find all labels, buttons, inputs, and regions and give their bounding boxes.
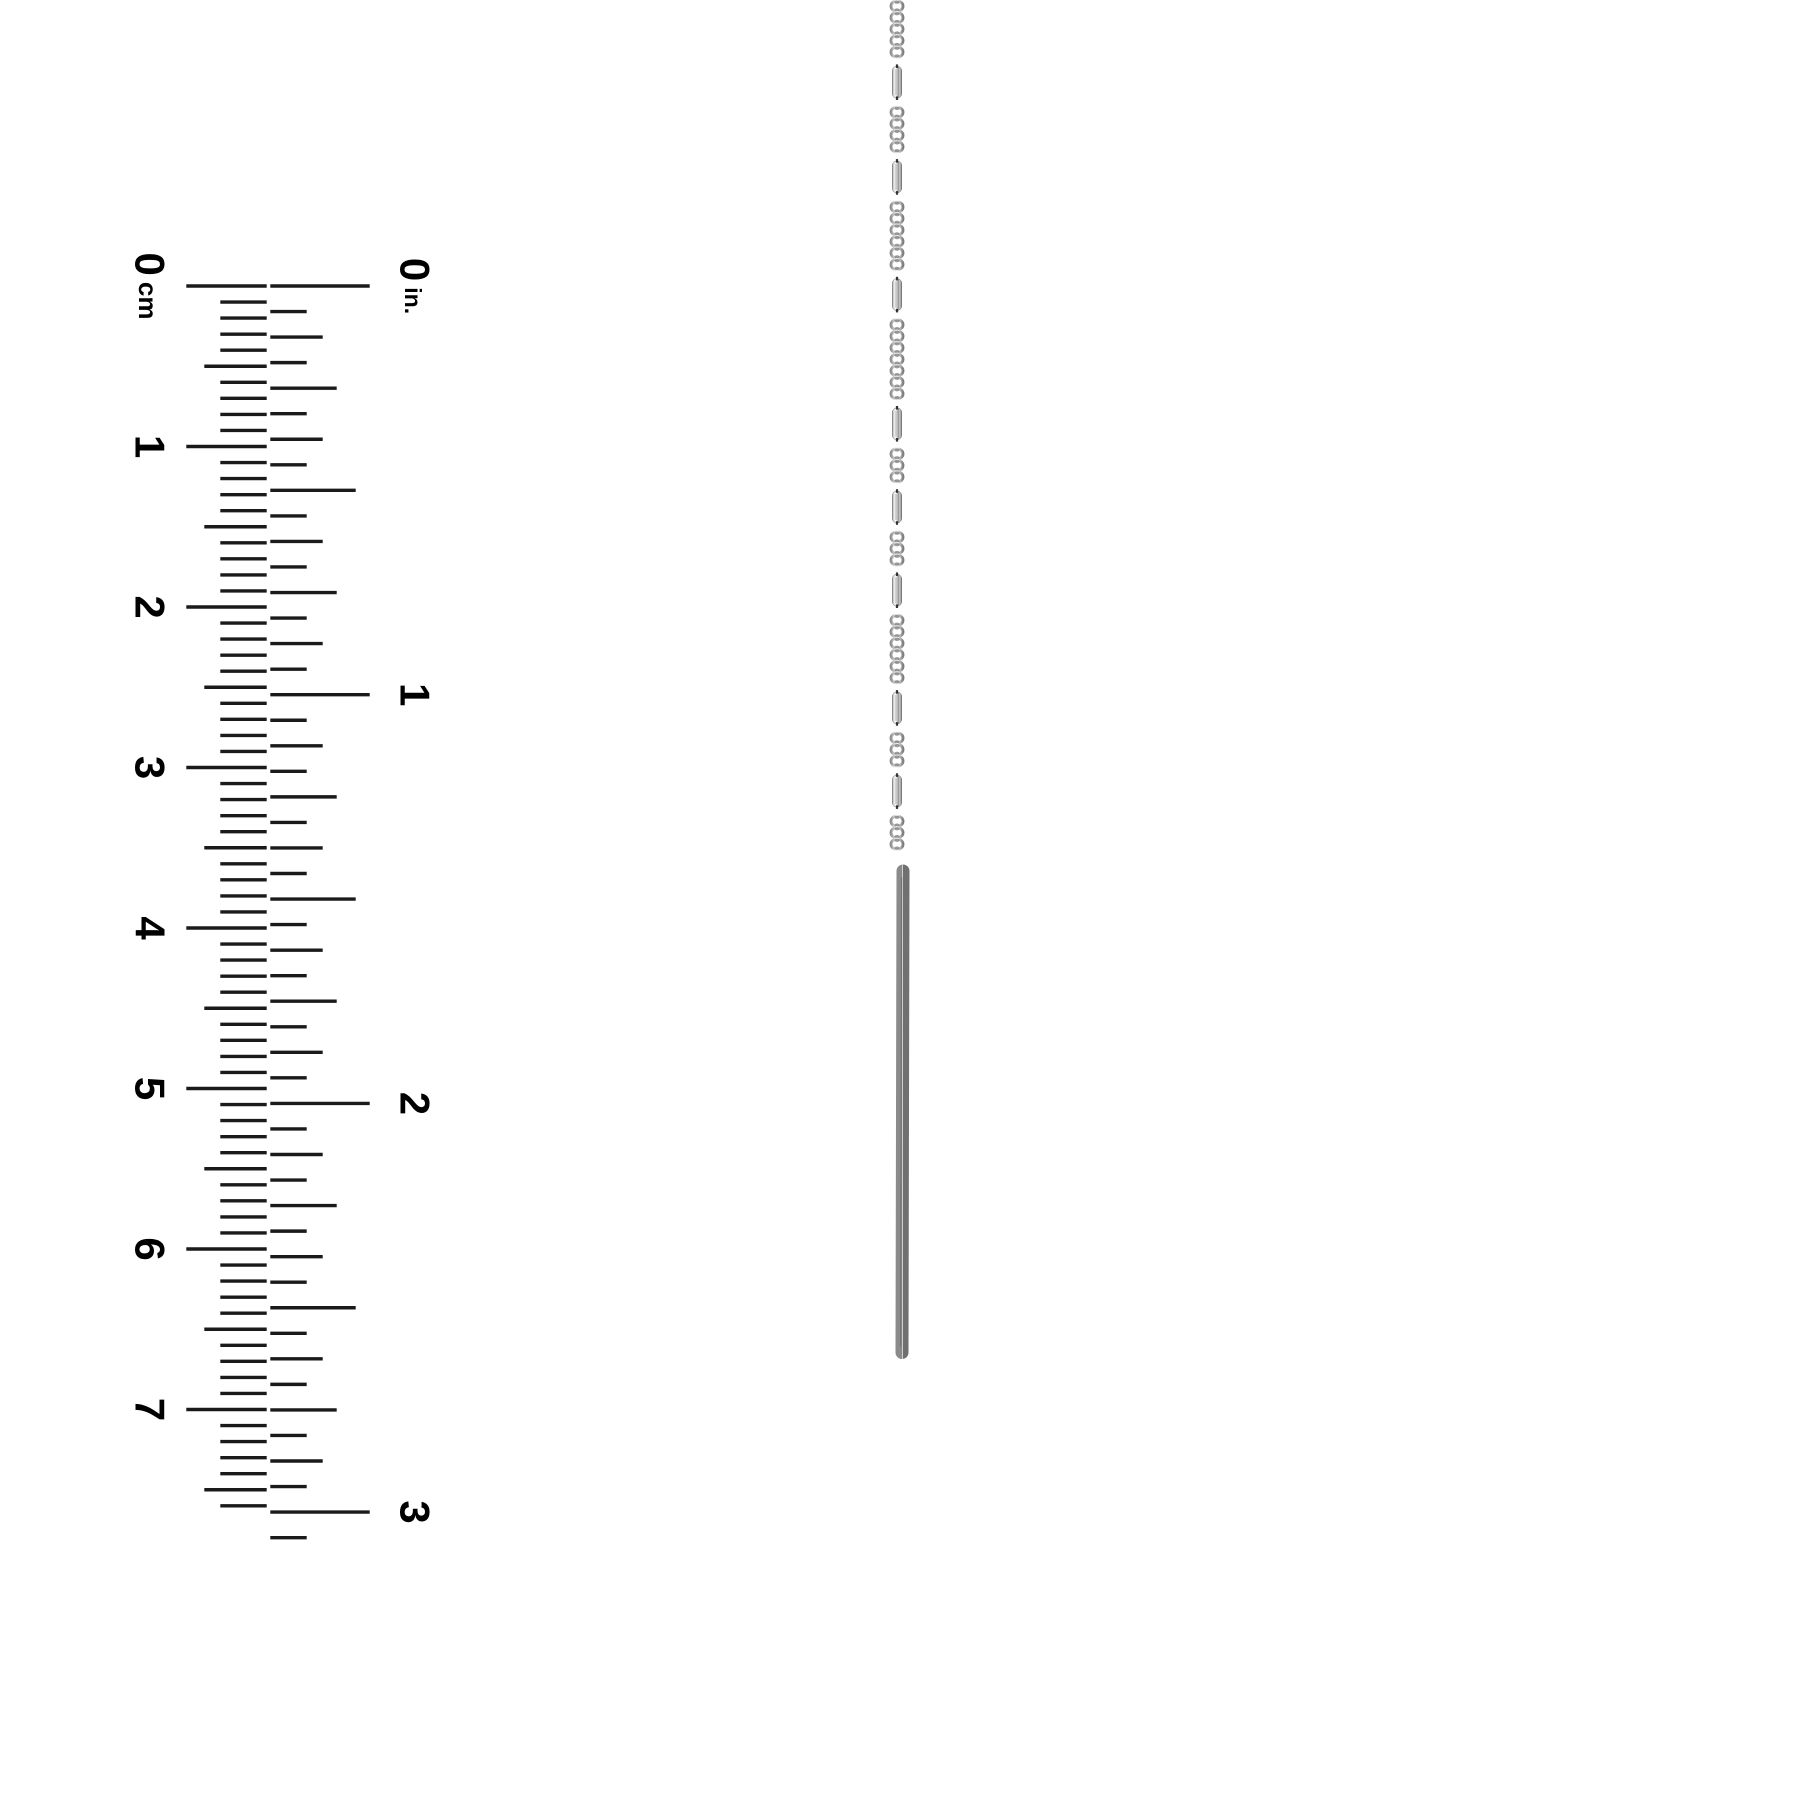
svg-text:6: 6 <box>127 1237 174 1260</box>
svg-text:5: 5 <box>127 1077 174 1100</box>
svg-text:1: 1 <box>392 683 439 706</box>
svg-text:3: 3 <box>127 756 174 779</box>
svg-text:2: 2 <box>127 595 174 618</box>
svg-text:4: 4 <box>127 916 174 940</box>
svg-text:1: 1 <box>127 435 174 458</box>
svg-text:7: 7 <box>127 1398 174 1421</box>
svg-text:2: 2 <box>392 1092 439 1115</box>
svg-text:3: 3 <box>392 1500 439 1523</box>
